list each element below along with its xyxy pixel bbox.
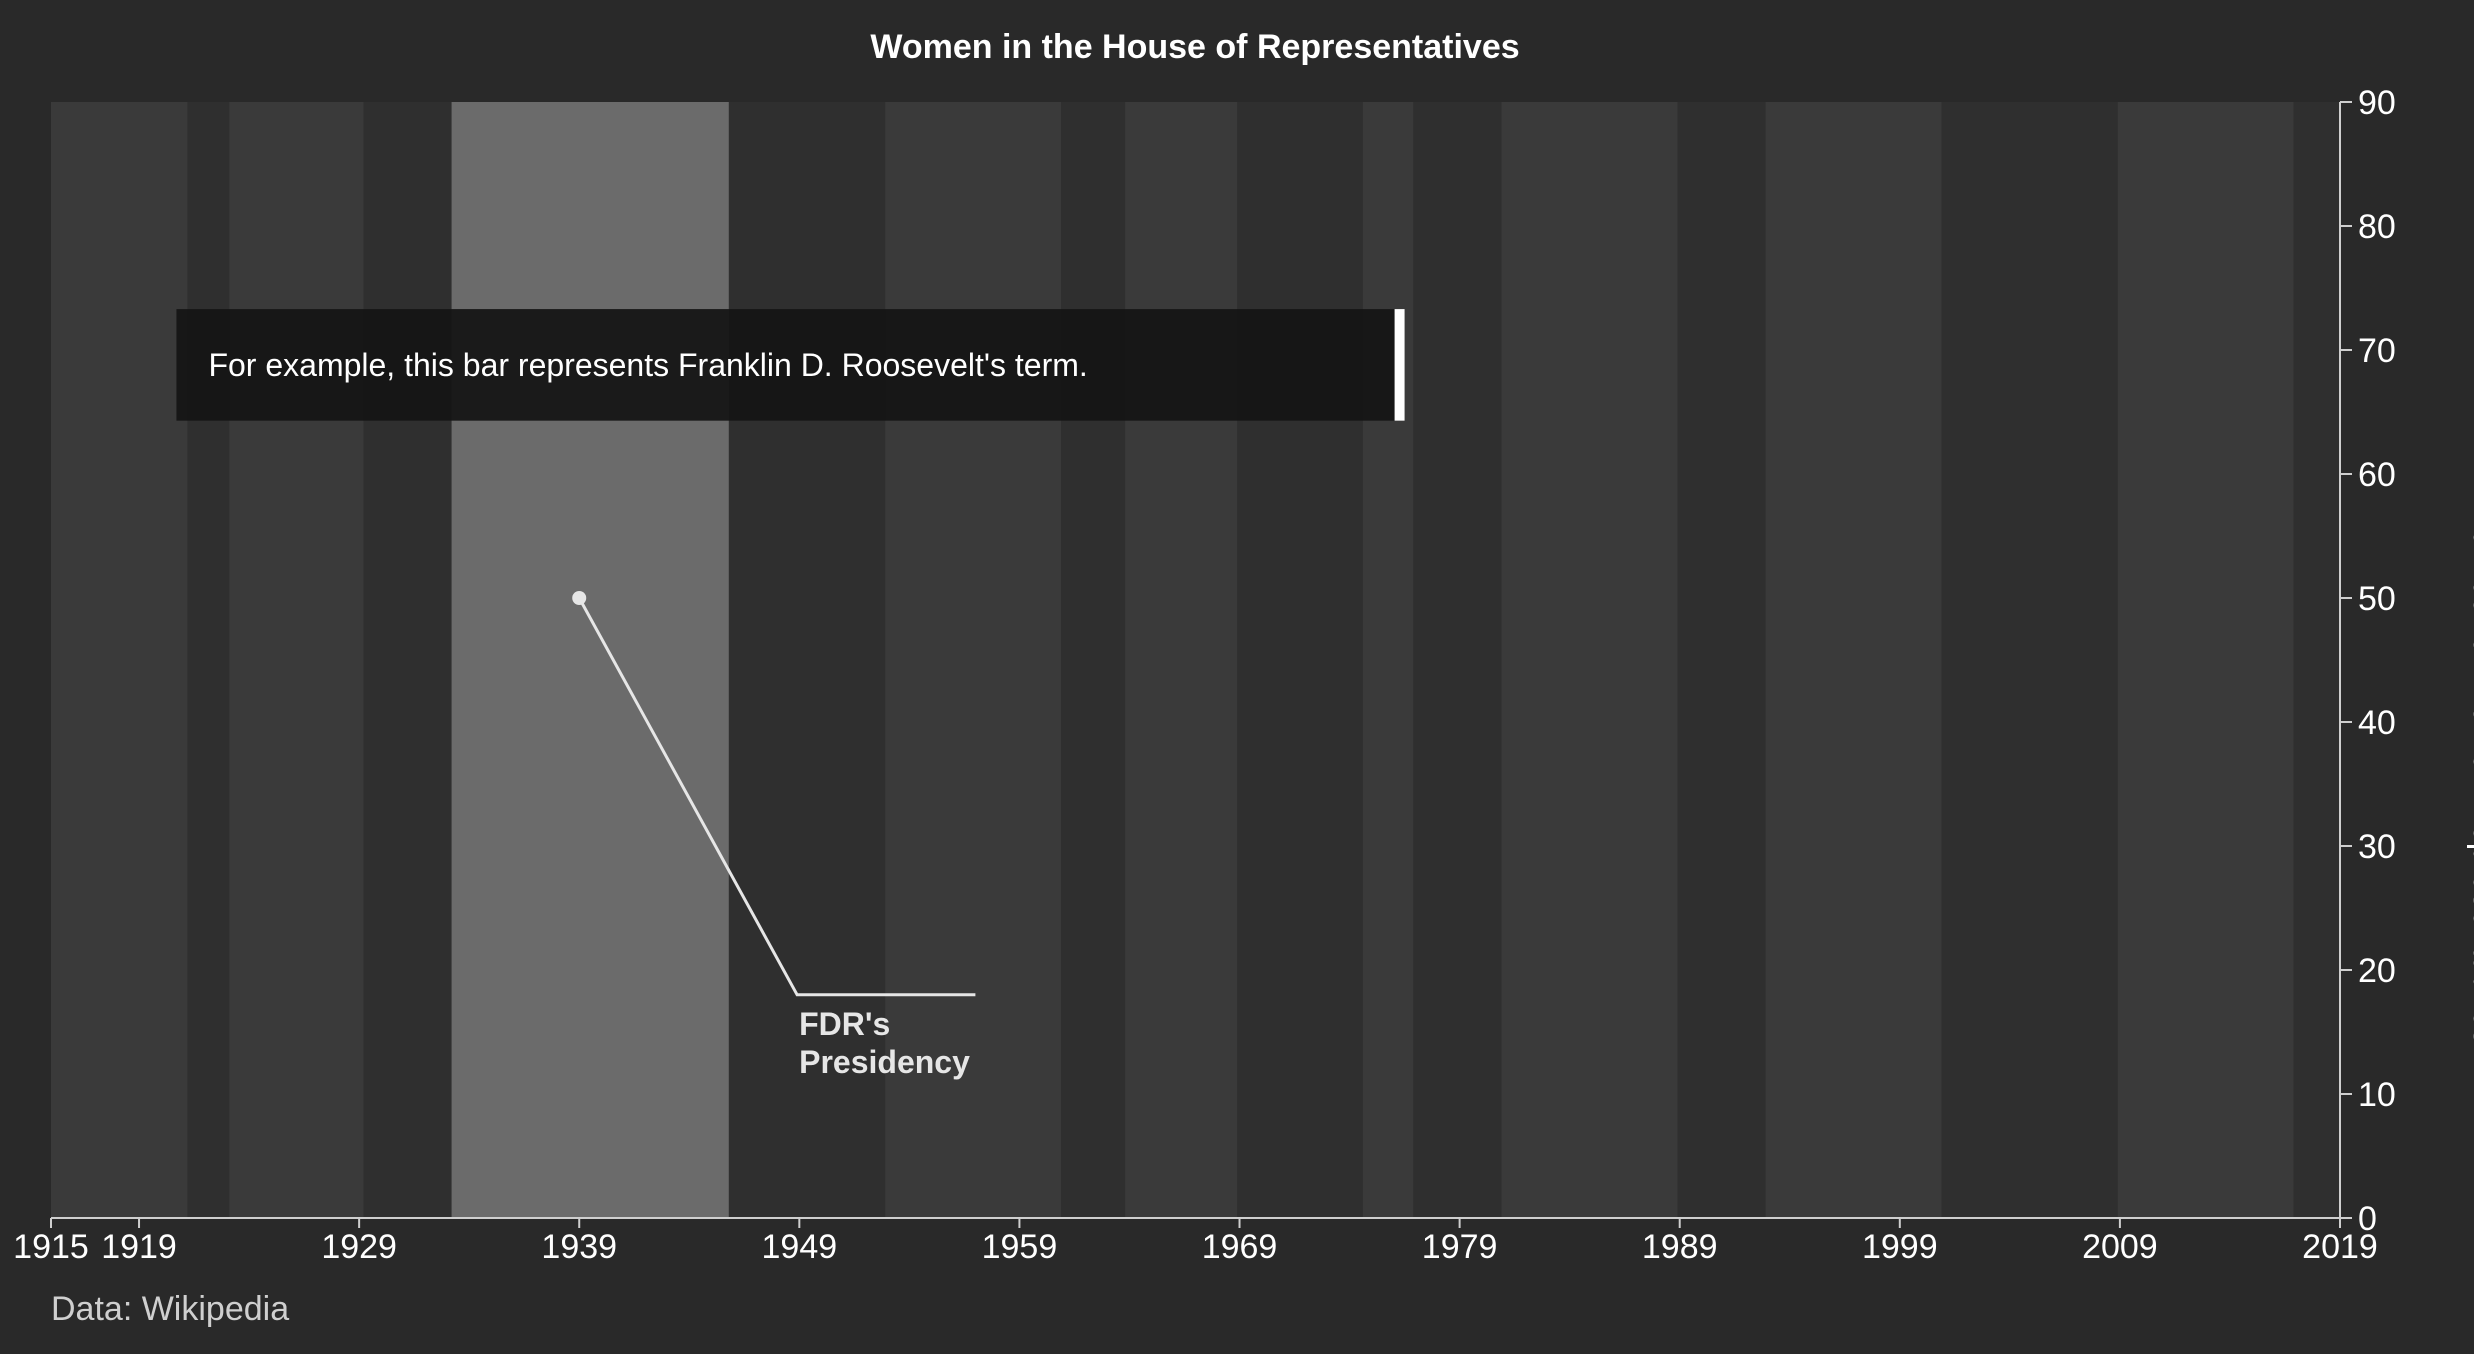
y-axis-label: Number of Women Representatives — [2466, 505, 2474, 1045]
x-tick-label-1999: 1999 — [1862, 1228, 1938, 1266]
y-tick-label-90: 90 — [2358, 84, 2396, 122]
x-tick-label-1979: 1979 — [1422, 1228, 1498, 1266]
y-tick-label-30: 30 — [2358, 828, 2396, 866]
axes: 1915 1919 1929 1939 1949 1959 1969 1979 1989 1999… — [13, 84, 2396, 1266]
term-bar-15[interactable] — [1941, 102, 2118, 1218]
term-bar-6[interactable] — [885, 102, 1062, 1218]
term-bar-10[interactable] — [1362, 102, 1414, 1218]
tooltip: For example, this bar represents Frankli… — [176, 309, 1405, 421]
source-note: Data: Wikipedia — [51, 1290, 289, 1328]
x-tick-label-1939: 1939 — [541, 1228, 617, 1266]
y-tick-label-80: 80 — [2358, 208, 2396, 246]
term-bar-2[interactable] — [229, 102, 364, 1218]
term-bar-14[interactable] — [1765, 102, 1942, 1218]
tooltip-box — [176, 309, 1405, 421]
y-tick-label-70: 70 — [2358, 332, 2396, 370]
y-tick-label-10: 10 — [2358, 1076, 2396, 1114]
annotation-label-line-1: Presidency — [799, 1044, 970, 1080]
annotation-dot — [572, 591, 587, 605]
term-bar-9[interactable] — [1237, 102, 1363, 1218]
x-tick-label-1929: 1929 — [321, 1228, 397, 1266]
x-tick-label-2009: 2009 — [2082, 1228, 2158, 1266]
term-bar-11[interactable] — [1413, 102, 1502, 1218]
term-bar-12[interactable] — [1501, 102, 1678, 1218]
x-tick-label-1989: 1989 — [1642, 1228, 1718, 1266]
term-bar-highlighted[interactable] — [451, 102, 729, 1218]
y-tick-label-50: 50 — [2358, 580, 2396, 618]
y-tick-label-60: 60 — [2358, 456, 2396, 494]
y-tick-label-20: 20 — [2358, 952, 2396, 990]
y-tick-label-40: 40 — [2358, 704, 2396, 742]
term-bar-17[interactable] — [2293, 102, 2340, 1218]
term-bar-8[interactable] — [1125, 102, 1238, 1218]
term-bar-13[interactable] — [1677, 102, 1766, 1218]
term-bar-5[interactable] — [728, 102, 886, 1218]
term-bar-3[interactable] — [363, 102, 452, 1218]
term-bar-0[interactable] — [51, 102, 188, 1218]
x-tick-label-1969: 1969 — [1202, 1228, 1278, 1266]
annotation-leader-line — [577, 597, 976, 997]
term-bar-1[interactable] — [187, 102, 230, 1218]
x-tick-label-1915: 1915 — [13, 1228, 89, 1266]
x-tick-label-1959: 1959 — [982, 1228, 1058, 1266]
x-tick-label-1919: 1919 — [101, 1228, 177, 1266]
presidential-terms — [51, 102, 2340, 1218]
tooltip-text: For example, this bar represents Frankli… — [208, 347, 1087, 383]
chart-title: Women in the House of Representatives — [870, 28, 1519, 66]
tooltip-accent-bar — [1394, 309, 1405, 421]
y-tick-label-0: 0 — [2358, 1200, 2377, 1238]
annotation-label-line-0: FDR's — [799, 1006, 890, 1042]
term-bar-7[interactable] — [1061, 102, 1126, 1218]
x-tick-label-1949: 1949 — [762, 1228, 838, 1266]
x-tick-label-2019: 2019 — [2302, 1228, 2378, 1266]
term-bar-16[interactable] — [2117, 102, 2294, 1218]
